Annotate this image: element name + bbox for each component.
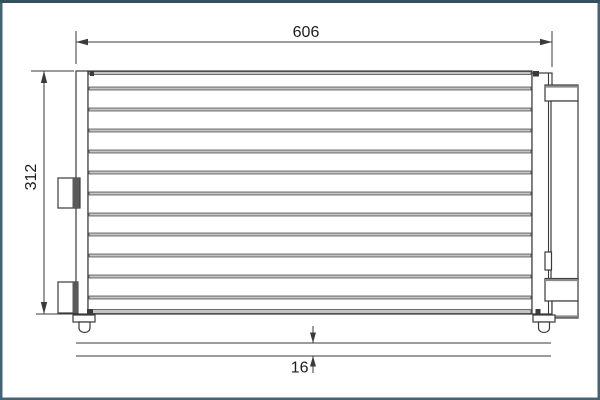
tube-band — [88, 232, 532, 237]
tube-band — [88, 128, 532, 133]
corner-clip — [87, 309, 93, 315]
tube-band — [88, 71, 532, 75]
tube-band — [88, 107, 532, 112]
dimension-width: 606 — [75, 24, 553, 67]
tube-band — [88, 309, 532, 314]
tube-band — [88, 149, 532, 154]
drier-lower-block — [551, 300, 579, 319]
tube-band — [88, 86, 532, 91]
corner-clip — [90, 71, 94, 76]
front-view — [57, 70, 579, 334]
arrow-down-icon — [40, 302, 48, 314]
arrow-down-icon — [310, 332, 316, 343]
tube-band — [88, 253, 532, 258]
drier-body — [550, 100, 579, 281]
receiver-drier — [544, 84, 579, 319]
core-tubes — [88, 86, 532, 300]
thickness-dimension-label: 16 — [291, 360, 309, 377]
tube-band — [88, 191, 532, 196]
arrow-right-icon — [540, 38, 552, 46]
upper-bracket-pad — [72, 178, 80, 208]
mounting-brackets — [57, 177, 81, 314]
dimension-height: 312 — [23, 70, 78, 315]
corner-clip — [533, 71, 539, 77]
width-dimension-label: 606 — [293, 24, 320, 41]
dimension-thickness: 16 — [291, 326, 316, 377]
left-peg-pin — [78, 321, 91, 334]
tube-band — [88, 212, 532, 217]
arrow-up-icon — [40, 71, 48, 83]
corner-clip — [535, 309, 541, 315]
lower-bracket-pad — [72, 282, 79, 313]
tube-band — [88, 295, 532, 300]
tube-band — [88, 274, 532, 279]
arrow-left-icon — [76, 38, 88, 46]
left-peg-flange — [72, 314, 96, 323]
right-peg-flange — [532, 314, 556, 323]
drier-side-lug — [544, 251, 553, 271]
arrow-up-icon — [310, 356, 316, 367]
height-dimension-label: 312 — [23, 164, 40, 191]
side-view — [76, 342, 551, 357]
tube-band — [88, 170, 532, 175]
right-peg-pin — [537, 321, 551, 334]
drier-fitting-block — [544, 277, 579, 302]
mounting-pegs — [72, 314, 556, 334]
